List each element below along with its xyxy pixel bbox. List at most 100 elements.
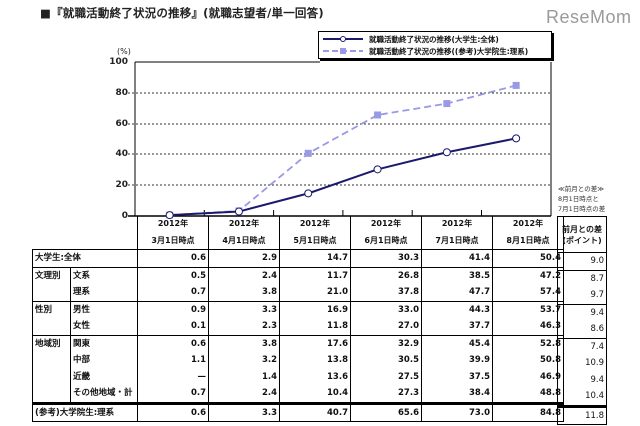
table-cell: 13.8 bbox=[279, 352, 351, 369]
data-point-marker bbox=[234, 207, 243, 216]
table-cell: 1.1 bbox=[137, 352, 209, 369]
row-group-label: 地域別 bbox=[32, 334, 71, 352]
table-row: 文理別 文系 0.5 2.4 11.7 26.8 38.5 47.2 bbox=[32, 266, 564, 284]
table-cell: — bbox=[137, 368, 209, 385]
row-group-label bbox=[32, 284, 71, 301]
table-cell: 2.3 bbox=[208, 318, 280, 335]
data-point-marker bbox=[512, 81, 520, 89]
table-cell: 14.7 bbox=[279, 249, 351, 267]
diff-cell: 8.7 bbox=[557, 269, 607, 287]
legend-item-grad-science: 就職活動終了状況の推移((参考)大学院生:理系) bbox=[323, 45, 528, 57]
table-cell: 0.1 bbox=[137, 318, 209, 335]
table-cell: 38.5 bbox=[421, 266, 493, 284]
data-point-marker bbox=[512, 134, 521, 143]
table-row: 性別 男性 0.9 3.3 16.9 33.0 44.3 53.7 bbox=[32, 300, 564, 318]
table-cell: 65.6 bbox=[350, 401, 422, 422]
table-row: 中部 1.1 3.2 13.8 30.5 39.9 50.8 bbox=[32, 352, 564, 369]
y-tick-60: 60 bbox=[115, 119, 128, 129]
table-cell: 27.3 bbox=[350, 385, 422, 403]
diff-row: 9.4 bbox=[557, 303, 607, 321]
data-point-marker bbox=[304, 149, 312, 157]
row-label: 文系 bbox=[70, 266, 138, 284]
row-label: 女性 bbox=[70, 318, 138, 335]
diff-row: 11.8 bbox=[557, 404, 607, 425]
row-group-label bbox=[32, 318, 71, 335]
table-cell: 73.0 bbox=[421, 401, 493, 422]
table-cell: 3.3 bbox=[208, 300, 280, 318]
table-cell: 11.8 bbox=[279, 318, 351, 335]
table-cell: 0.7 bbox=[137, 284, 209, 301]
table-cell: 40.7 bbox=[279, 401, 351, 422]
table-cell: 17.6 bbox=[279, 334, 351, 352]
data-point-marker bbox=[443, 100, 451, 108]
table-cell: 13.6 bbox=[279, 368, 351, 385]
diff-cell: 9.7 bbox=[557, 287, 607, 304]
row-label: その他地域・計 bbox=[70, 385, 138, 403]
diff-column-header: 前月との差 (ポイント) bbox=[557, 216, 607, 253]
diff-row: 9.0 bbox=[557, 252, 607, 270]
table-cell: 37.7 bbox=[421, 318, 493, 335]
diff-cell: 11.8 bbox=[557, 404, 607, 425]
table-cell: 37.8 bbox=[350, 284, 422, 301]
row-label: (参考)大学院生:理系 bbox=[32, 401, 138, 422]
y-tick-80: 80 bbox=[115, 88, 128, 98]
table-cell: 48.8 bbox=[492, 385, 564, 403]
diff-table: 前月との差 (ポイント) 9.0 8.7 9.7 9.4 8.6 7.4 10.9 9.4 10.… bbox=[557, 216, 607, 425]
column-header: 2012年 5月1日時点 bbox=[279, 216, 351, 250]
table-cell: 32.9 bbox=[350, 334, 422, 352]
table-cell: 0.6 bbox=[137, 249, 209, 267]
table-cell: 84.8 bbox=[492, 401, 564, 422]
data-point-marker bbox=[374, 111, 382, 119]
series-line bbox=[169, 84, 517, 216]
solid-line-circle-icon bbox=[323, 36, 363, 42]
table-row: 大学生:全体 0.6 2.9 14.7 30.3 41.4 50.4 bbox=[32, 249, 564, 267]
table-cell: 16.9 bbox=[279, 300, 351, 318]
table-cell: 3.8 bbox=[208, 284, 280, 301]
table-cell: 1.4 bbox=[208, 368, 280, 385]
table-cell: 0.6 bbox=[137, 334, 209, 352]
diff-cell: 9.0 bbox=[557, 252, 607, 270]
diff-note-title: ≪前月との差≫ bbox=[558, 185, 605, 193]
row-label: 大学生:全体 bbox=[32, 249, 138, 267]
row-label: 近畿 bbox=[70, 368, 138, 385]
diff-cell: 8.6 bbox=[557, 321, 607, 338]
y-tick-40: 40 bbox=[115, 149, 128, 159]
column-header: 2012年 3月1日時点 bbox=[137, 216, 209, 250]
table-row: 近畿 —1.4 13.6 27.5 37.5 46.9 bbox=[32, 368, 564, 385]
column-header: 2012年 4月1日時点 bbox=[208, 216, 280, 250]
series-line bbox=[169, 137, 517, 217]
diff-row: 8.6 bbox=[557, 321, 607, 338]
table-cell: 50.4 bbox=[492, 249, 564, 267]
table-cell: 30.3 bbox=[350, 249, 422, 267]
y-tick-100: 100 bbox=[109, 57, 128, 67]
table-cell: 10.4 bbox=[279, 385, 351, 403]
table-cell: 46.3 bbox=[492, 318, 564, 335]
diff-note-line: 8月1日時点と bbox=[558, 195, 599, 203]
diff-cell: 7.4 bbox=[557, 337, 607, 355]
legend-label: 就職活動終了状況の推移((参考)大学院生:理系) bbox=[369, 46, 529, 56]
table-cell: 41.4 bbox=[421, 249, 493, 267]
table-cell: 46.9 bbox=[492, 368, 564, 385]
row-group-label: 文理別 bbox=[32, 266, 71, 284]
table-cell: 47.2 bbox=[492, 266, 564, 284]
table-cell: 2.4 bbox=[208, 385, 280, 403]
table-cell: 57.4 bbox=[492, 284, 564, 301]
data-point-marker bbox=[373, 165, 382, 174]
table-cell: 45.4 bbox=[421, 334, 493, 352]
y-axis-unit: (%) bbox=[117, 47, 131, 56]
diff-note-line: 7月1日時点の差 bbox=[558, 205, 606, 213]
table-cell: 50.8 bbox=[492, 352, 564, 369]
table-cell: 0.6 bbox=[137, 401, 209, 422]
page-title: ■『就職活動終了状況の推移』(就職志望者/単一回答) bbox=[40, 6, 324, 20]
row-label: 理系 bbox=[70, 284, 138, 301]
data-point-marker bbox=[442, 148, 451, 157]
table-row: 地域別 関東 0.6 3.8 17.6 32.9 45.4 52.8 bbox=[32, 334, 564, 352]
table-cell: 2.4 bbox=[208, 266, 280, 284]
table-cell: 3.2 bbox=[208, 352, 280, 369]
table-row: その他地域・計 0.7 2.4 10.4 27.3 38.4 48.8 bbox=[32, 385, 564, 403]
y-tick-20: 20 bbox=[115, 180, 128, 190]
diff-cell: 10.9 bbox=[557, 355, 607, 372]
table-header-row: 2012年 3月1日時点 2012年 4月1日時点 2012年 5月1日時点 2012… bbox=[33, 216, 564, 250]
diff-row: 10.9 bbox=[557, 355, 607, 372]
dashed-line-square-icon bbox=[323, 48, 363, 54]
